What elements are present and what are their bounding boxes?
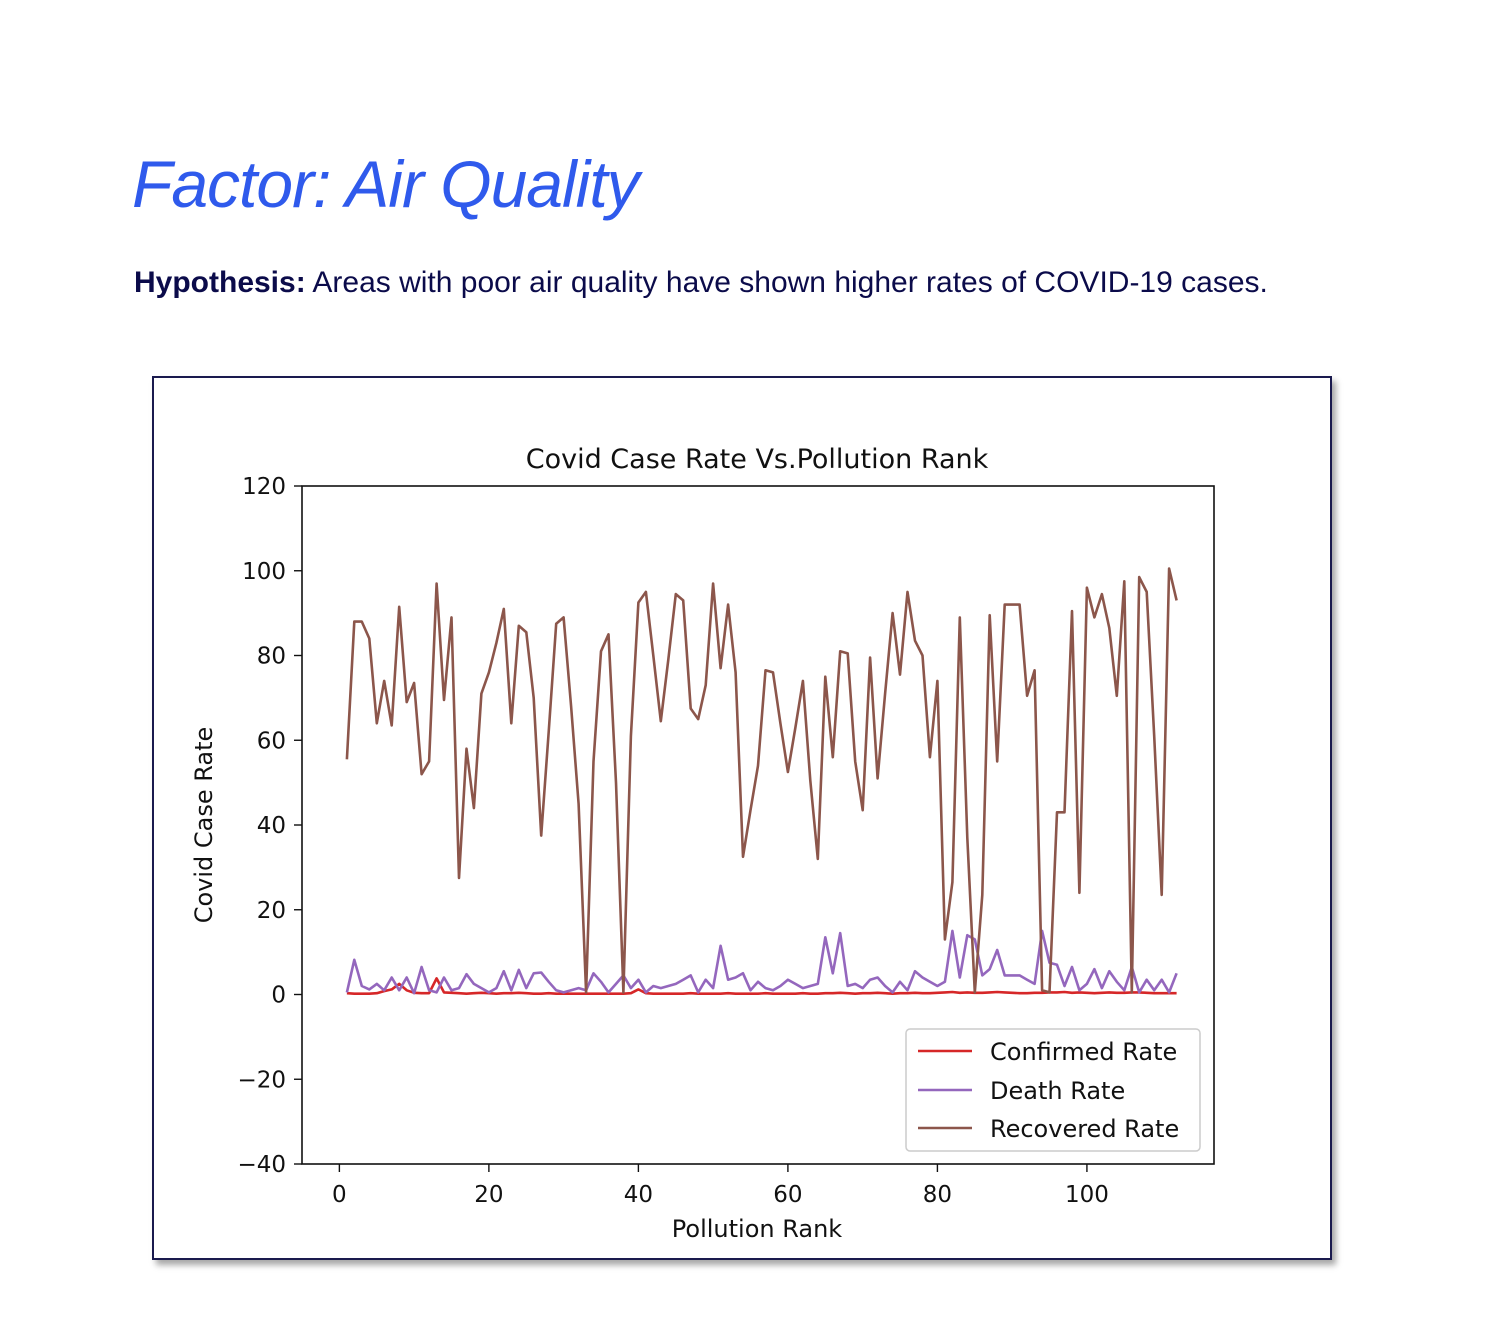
y-tick-label: 0 bbox=[271, 983, 286, 1009]
x-axis: 0 20 40 60 80 100 bbox=[332, 1164, 1109, 1208]
y-tick-label: 100 bbox=[242, 559, 286, 585]
series-line-recovered-rate bbox=[345, 567, 1178, 994]
series-layer bbox=[345, 567, 1178, 996]
x-tick-label: 80 bbox=[923, 1182, 952, 1208]
y-tick-label: −40 bbox=[237, 1152, 286, 1178]
slide-title: Factor: Air Quality bbox=[132, 147, 640, 221]
y-tick-label: 80 bbox=[257, 644, 286, 670]
x-tick-label: 100 bbox=[1065, 1182, 1109, 1208]
legend-label-death: Death Rate bbox=[990, 1077, 1125, 1105]
series-line-death-rate bbox=[345, 929, 1178, 995]
y-tick-label: 60 bbox=[257, 728, 286, 754]
legend-label-confirmed: Confirmed Rate bbox=[990, 1038, 1177, 1066]
y-axis-label: Covid Case Rate bbox=[190, 727, 218, 924]
legend-box bbox=[905, 1028, 1201, 1152]
y-tick-label: 40 bbox=[257, 813, 286, 839]
y-tick-label: 120 bbox=[242, 474, 286, 500]
hypothesis-text: Hypothesis: Areas with poor air quality … bbox=[134, 266, 1268, 300]
line-chart: Covid Case Rate Vs.Pollution Rank 0 20 40 6… bbox=[190, 444, 1215, 1243]
x-tick-label: 20 bbox=[474, 1182, 503, 1208]
x-axis-label: Pollution Rank bbox=[672, 1215, 843, 1243]
hypothesis-body: Areas with poor air quality have shown h… bbox=[305, 266, 1268, 299]
y-axis: −40 −20 0 20 40 60 80 100 120 bbox=[237, 474, 302, 1178]
legend-label-recovered: Recovered Rate bbox=[990, 1115, 1179, 1143]
legend: Confirmed Rate Death Rate Recovered Rate bbox=[905, 1028, 1201, 1152]
x-tick-label: 40 bbox=[624, 1182, 653, 1208]
chart-figure: Covid Case Rate Vs.Pollution Rank 0 20 40 6… bbox=[152, 376, 1332, 1260]
chart-title: Covid Case Rate Vs.Pollution Rank bbox=[526, 444, 989, 475]
hypothesis-label: Hypothesis: bbox=[134, 266, 306, 299]
y-tick-label: −20 bbox=[237, 1067, 286, 1093]
x-tick-label: 60 bbox=[773, 1182, 802, 1208]
y-tick-label: 20 bbox=[257, 898, 286, 924]
series-line-confirmed-rate bbox=[346, 977, 1177, 996]
x-tick-label: 0 bbox=[332, 1182, 347, 1208]
